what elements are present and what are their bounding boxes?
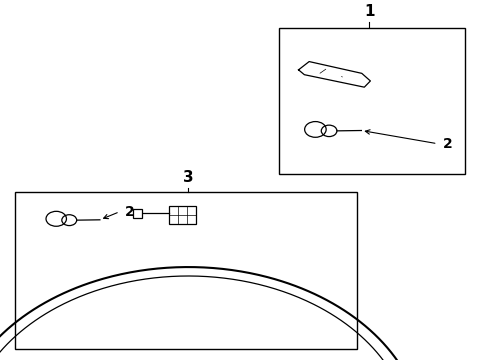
Bar <box>15 192 356 349</box>
Bar <box>168 206 195 224</box>
Bar <box>133 209 142 218</box>
Text: 1: 1 <box>363 4 374 19</box>
Bar <box>278 28 464 174</box>
Text: 3: 3 <box>183 170 193 185</box>
Text: 2: 2 <box>442 137 451 151</box>
Text: 2: 2 <box>124 204 134 219</box>
